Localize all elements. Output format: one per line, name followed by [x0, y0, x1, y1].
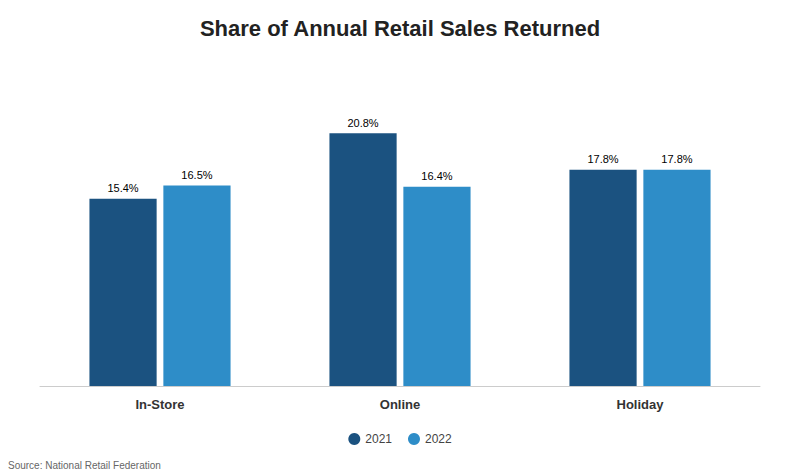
svg-text:2021: 2021	[365, 432, 392, 446]
svg-text:Online: Online	[380, 397, 420, 412]
svg-text:Source: National Retail Federa: Source: National Retail Federation	[8, 460, 161, 471]
svg-text:15.4%: 15.4%	[107, 182, 138, 194]
svg-text:16.5%: 16.5%	[181, 169, 212, 181]
svg-text:17.8%: 17.8%	[587, 153, 618, 165]
svg-text:Holiday: Holiday	[617, 397, 665, 412]
svg-text:16.4%: 16.4%	[421, 170, 452, 182]
svg-text:Share of Annual Retail Sales R: Share of Annual Retail Sales Returned	[200, 16, 600, 41]
svg-text:17.8%: 17.8%	[661, 153, 692, 165]
svg-text:In-Store: In-Store	[135, 397, 184, 412]
svg-text:20.8%: 20.8%	[347, 117, 378, 129]
svg-text:2022: 2022	[425, 432, 452, 446]
